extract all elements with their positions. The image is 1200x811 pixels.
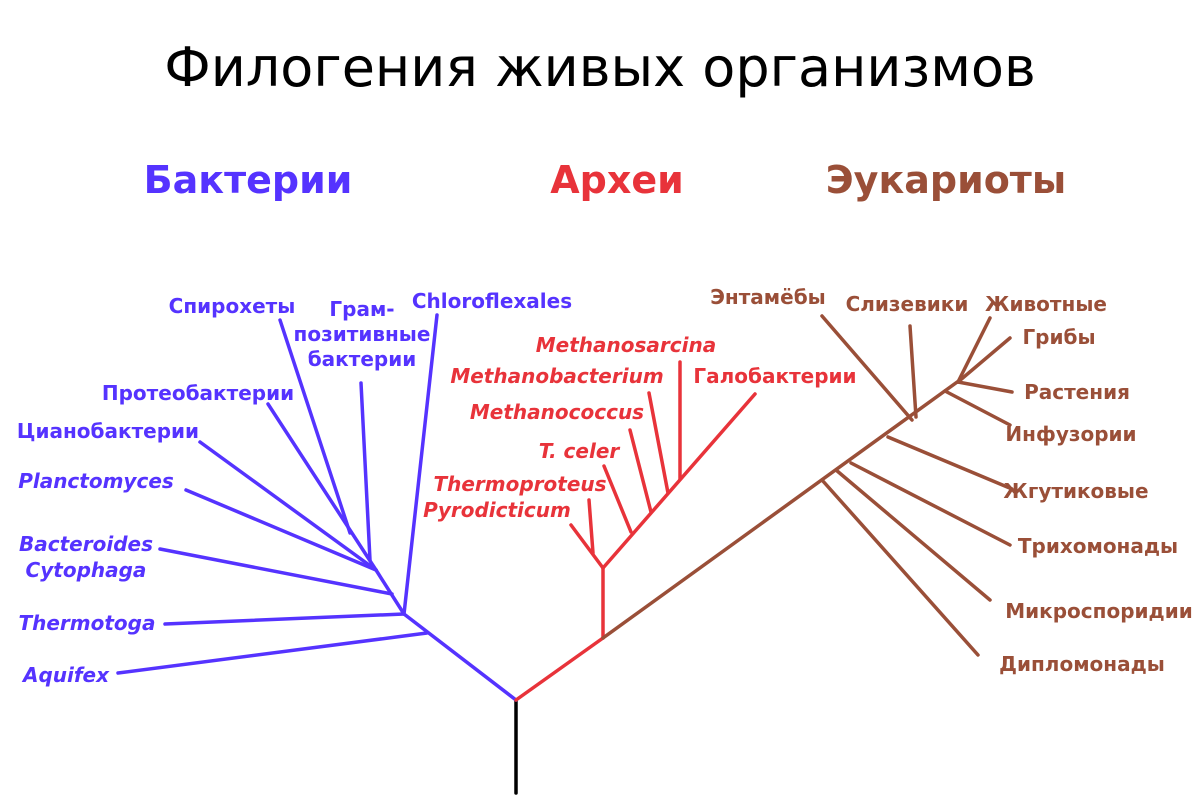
leaf-label-planctomyces: Planctomyces <box>18 469 174 493</box>
branch-bacteroides <box>158 547 394 596</box>
leaf-label-entamoebae: Энтамёбы <box>710 285 826 309</box>
branch-eukaryotes-stem <box>601 378 962 640</box>
leaf-label-fungi: Грибы <box>1022 325 1095 349</box>
leaf-label-diplomonads: Дипломонады <box>999 652 1165 676</box>
leaf-label-methanococcus: Methanococcus <box>470 400 644 424</box>
branch-thermotoga <box>163 612 406 626</box>
leaf-label-microsporidia: Микроспоридии <box>1005 599 1192 623</box>
bacteria-tree <box>116 313 518 702</box>
branch-thermoproteus <box>587 498 595 555</box>
branch-pyrodicticum <box>569 523 605 570</box>
leaf-label-trichomonads: Трихомонады <box>1018 534 1178 558</box>
leaf-label-animals: Животные <box>985 292 1107 316</box>
archaea-tree <box>514 360 757 702</box>
branch-aquifex <box>116 631 429 675</box>
leaf-label-cytophaga: Cytophaga <box>26 558 147 582</box>
branch-bacteria-stem <box>402 612 518 702</box>
leaf-label-ciliates: Инфузории <box>1005 422 1136 446</box>
leaf-label-plants: Растения <box>1024 380 1130 404</box>
branch-diplomonads <box>820 478 980 657</box>
leaf-label-bacteroides: Bacteroides <box>19 532 153 556</box>
branch-plants <box>956 380 1014 394</box>
branch-methanobacterium <box>647 391 670 495</box>
branch-archaea-stem <box>514 636 605 702</box>
leaf-label-methanosarcina: Methanosarcina <box>536 333 716 357</box>
leaf-label-chloroflexales: Chloroflexales <box>412 289 572 313</box>
branch-planctomyces <box>184 488 378 572</box>
branch-methanococcus <box>628 428 653 514</box>
branch-t-celer <box>602 464 633 534</box>
branch-ciliates <box>943 389 1012 427</box>
leaf-label-spirochetes: Спирохеты <box>169 294 296 318</box>
leaf-label-thermoproteus: Thermoproteus <box>433 472 606 496</box>
domain-label-bacteria: Бактерии <box>144 158 353 202</box>
leaf-label-methanobacterium: Methanobacterium <box>450 364 663 388</box>
branch-chloroflexales <box>402 313 439 616</box>
branch-cyanobacteria <box>198 440 378 572</box>
leaf-label-gram-positive-1: Грам- <box>329 297 394 321</box>
branch-microsporidia <box>834 468 992 602</box>
diagram-title: Филогения живых организмов <box>164 36 1036 99</box>
leaf-label-gram-positive-3: бактерии <box>308 347 417 371</box>
branch-slime-molds <box>908 324 918 419</box>
branch-proteobacteria <box>266 402 378 572</box>
leaf-label-t-celer: T. celer <box>539 439 621 463</box>
leaf-label-halobacteria: Галобактерии <box>693 364 856 388</box>
branch-spirochetes <box>278 318 352 535</box>
leaf-label-aquifex: Aquifex <box>21 663 110 687</box>
leaf-label-pyrodicticum: Pyrodicticum <box>423 498 571 522</box>
leaf-label-cyanobacteria: Цианобактерии <box>17 419 199 443</box>
leaf-label-proteobacteria: Протеобактерии <box>102 381 294 405</box>
branch-entamoebae <box>820 314 914 422</box>
eukaryotes-tree <box>601 314 1014 657</box>
branch-trichomonads <box>849 461 1012 547</box>
leaf-label-thermotoga: Thermotoga <box>18 611 155 635</box>
branch-archaea-upper <box>601 392 757 570</box>
domain-label-eukaryotes: Эукариоты <box>826 158 1066 202</box>
branch-fungi <box>956 336 1012 384</box>
domain-label-archaea: Археи <box>550 158 684 202</box>
leaf-label-slime-molds: Слизевики <box>846 292 969 316</box>
branch-flagellates <box>886 435 1014 491</box>
leaf-label-gram-positive-2: позитивные <box>294 322 431 346</box>
branch-animals <box>956 316 992 384</box>
branch-gram-positive <box>359 381 372 562</box>
leaf-label-flagellates: Жгутиковые <box>1003 479 1148 503</box>
